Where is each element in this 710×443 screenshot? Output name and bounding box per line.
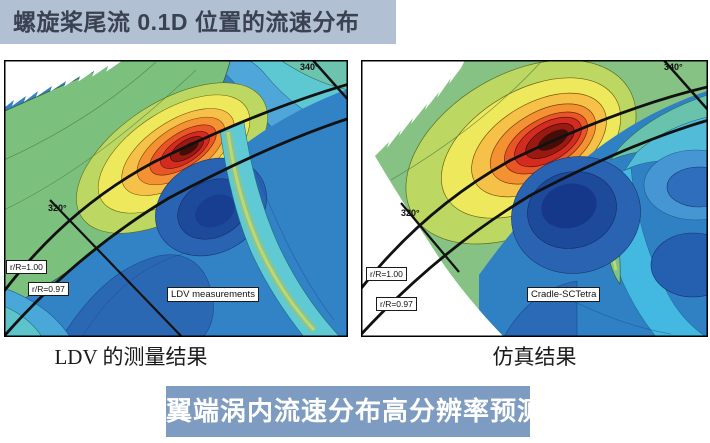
spoke-340 [310,60,348,102]
spoke-340 [661,60,708,111]
angle-label-340: 340° [664,62,683,72]
radius-label-100: r/R=1.00 [366,267,407,281]
footer-banner-text: 翼端涡内流速分布高分辨率预测 [166,396,545,426]
arc-rr-100 [361,85,708,291]
figure-title-banner: 螺旋桨尾流 0.1D 位置的流速分布 [0,0,396,44]
spoke-320 [49,199,183,337]
spoke-320 [400,202,460,273]
radius-label-100: r/R=1.00 [6,260,47,274]
ldv-contour-plot: 340° 320° r/R=1.00 r/R=0.97 LDV measurem… [4,60,348,337]
angle-label-340: 340° [300,62,319,72]
radius-label-097: r/R=0.97 [376,297,417,311]
angle-label-320: 320° [48,203,67,213]
plot-frame [4,60,348,337]
simulation-contour-plot: 340° 320° r/R=1.00 r/R=0.97 Cradle-SCTet… [361,60,708,337]
arc-rr-097 [361,118,708,337]
dataset-tag: LDV measurements [167,287,259,302]
angle-label-320: 320° [401,208,420,218]
radius-label-097: r/R=0.97 [28,282,69,296]
ldv-contour-graphic [4,60,348,337]
ldv-caption: LDV 的测量结果 [54,345,208,369]
footer-banner: 翼端涡内流速分布高分辨率预测 [166,386,543,437]
figure-title: 螺旋桨尾流 0.1D 位置的流速分布 [13,9,360,35]
simulation-caption: 仿真结果 [492,345,577,369]
arc-rr-100 [4,82,348,294]
dataset-tag: Cradle-SCTetra [527,287,601,302]
plot-frame [361,60,708,337]
